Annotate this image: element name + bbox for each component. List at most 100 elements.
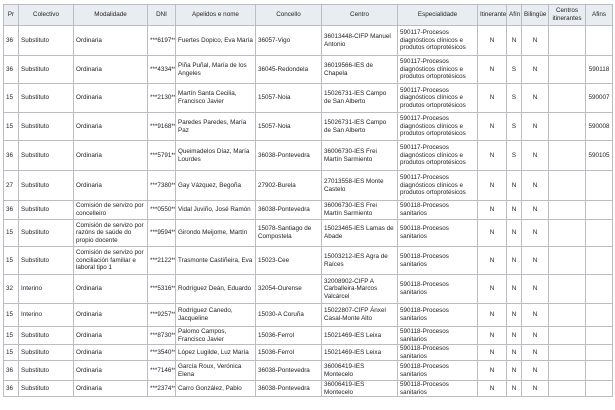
cell-bilingue: N <box>521 246 549 275</box>
cell-itinerante: N <box>477 360 507 382</box>
cell-centros-itinerantes <box>548 326 586 345</box>
cell-centros-itinerantes <box>548 343 586 362</box>
cell-especialidade: 590118-Procesos sanitarios <box>397 274 478 304</box>
cell-centros-itinerantes <box>548 112 586 141</box>
cell-concello: 27902-Burela <box>255 170 322 201</box>
cell-apelidos-nome: Trasmonte Castiñeira, Eva <box>175 246 256 275</box>
cell-concello: 36045-Redondela <box>255 55 322 84</box>
cell-centros-itinerantes <box>548 200 586 220</box>
cell-dni: ***0550** <box>147 200 176 220</box>
cell-bilingue: N <box>521 343 549 362</box>
cell-especialidade: 590118-Procesos sanitarios <box>397 246 478 275</box>
cell-afins: 590007 <box>585 83 613 113</box>
cell-modalidade: Comisión de servizo por concelleiro <box>73 200 148 220</box>
cell-modalidade: Ordinaria <box>73 303 148 327</box>
cell-bilingue: N <box>521 303 549 327</box>
cell-centro: 36006419-IES Montecelo <box>321 380 398 398</box>
cell-bilingue: N <box>521 219 549 247</box>
cell-itinerante: N <box>477 140 507 171</box>
cell-itinerante: N <box>477 83 507 113</box>
table-row: 15 Interino Ordinaria ***9257** Rodríguez Ca… <box>3 303 613 327</box>
cell-afin: N <box>506 343 522 362</box>
cell-concello: 36038-Pontevedra <box>255 140 322 171</box>
cell-centros-itinerantes <box>548 303 586 327</box>
cell-afins <box>585 246 613 275</box>
cell-colectivo: Substituto <box>18 112 74 141</box>
cell-modalidade: Ordinaria <box>73 25 148 56</box>
cell-pr: 36 <box>3 55 19 84</box>
cell-centros-itinerantes <box>548 246 586 275</box>
cell-afin: N <box>506 170 522 201</box>
table-row: 36 Substituto Ordinaria ***4334** Piña Puñal… <box>3 55 613 84</box>
cell-itinerante: N <box>477 326 507 345</box>
cell-afin: N <box>506 380 522 398</box>
cell-pr: 36 <box>3 200 19 220</box>
cell-afins <box>585 343 613 362</box>
cell-itinerante: N <box>477 25 507 56</box>
cell-especialidade: 590117-Procesos diagnósticos clínicos e … <box>397 140 478 171</box>
cell-centro: 15021469-IES Leixa <box>321 343 398 362</box>
cell-centros-itinerantes <box>548 360 586 382</box>
cell-afin: N <box>506 25 522 56</box>
cell-concello: 36057-Vigo <box>255 25 322 56</box>
cell-colectivo: Substituto <box>18 83 74 113</box>
cell-centro: 15021469-IES Leixa <box>321 326 398 345</box>
cell-centros-itinerantes <box>548 83 586 113</box>
table-row: 27 Substituto Ordinaria ***7380** Gay Vázque… <box>3 170 613 201</box>
table-row: 32 Interino Ordinaria ***5316** Rodríguez De… <box>3 274 613 304</box>
cell-modalidade: Ordinaria <box>73 380 148 398</box>
cell-concello: 15036-Ferrol <box>255 326 322 345</box>
cell-centros-itinerantes <box>548 140 586 171</box>
table-row: 15 Substituto Comisión de servizo por conc… <box>3 246 613 275</box>
cell-apelidos-nome: Vidal Juviño, José Ramón <box>175 200 256 220</box>
table-row: 15 Substituto Ordinaria ***3540** López Lugi… <box>3 343 613 362</box>
cell-afin: S <box>506 83 522 113</box>
cell-centro: 36013448-CIFP Manuel Antonio <box>321 25 398 56</box>
cell-concello: 32054-Ourense <box>255 274 322 304</box>
cell-modalidade: Ordinaria <box>73 112 148 141</box>
cell-centros-itinerantes <box>548 170 586 201</box>
column-header-especialidade: Especialidade <box>397 4 478 26</box>
cell-dni: ***2130** <box>147 83 176 113</box>
cell-bilingue: N <box>521 55 549 84</box>
cell-afins <box>585 25 613 56</box>
cell-afin: N <box>506 326 522 345</box>
cell-itinerante: N <box>477 246 507 275</box>
cell-concello: 36038-Pontevedra <box>255 380 322 398</box>
cell-bilingue: N <box>521 360 549 382</box>
column-header-colectivo: Colectivo <box>18 4 74 26</box>
cell-pr: 36 <box>3 360 19 382</box>
cell-centro: 15022807-CIFP Ánxel Casal-Monte Alto <box>321 303 398 327</box>
cell-especialidade: 590117-Procesos diagnósticos clínicos e … <box>397 55 478 84</box>
cell-afins <box>585 360 613 382</box>
cell-concello: 15057-Noia <box>255 83 322 113</box>
assignments-table: Pr Colectivo Modalidade DNI Apelidos e nome C… <box>3 4 613 398</box>
column-header-itinerante: Itinerante <box>477 4 507 26</box>
cell-afins <box>585 380 613 398</box>
cell-centro: 15003212-IES Agra de Raíces <box>321 246 398 275</box>
cell-modalidade: Ordinaria <box>73 343 148 362</box>
cell-pr: 36 <box>3 25 19 56</box>
cell-centro: 27013558-IES Monte Castelo <box>321 170 398 201</box>
cell-concello: 15057-Noia <box>255 112 322 141</box>
cell-dni: ***6197** <box>147 25 176 56</box>
cell-bilingue: N <box>521 274 549 304</box>
cell-centro: 36006730-IES Frei Martín Sarmiento <box>321 200 398 220</box>
cell-itinerante: N <box>477 200 507 220</box>
cell-itinerante: N <box>477 170 507 201</box>
cell-colectivo: Substituto <box>18 343 74 362</box>
table-row: 15 Substituto Ordinaria ***8730** Palomo Cam… <box>3 326 613 345</box>
cell-pr: 32 <box>3 274 19 304</box>
cell-apelidos-nome: Piña Puñal, María de los Angeles <box>175 55 256 84</box>
cell-modalidade: Ordinaria <box>73 274 148 304</box>
cell-pr: 15 <box>3 343 19 362</box>
cell-centro: 36006419-IES Montecelo <box>321 360 398 382</box>
cell-pr: 15 <box>3 219 19 247</box>
cell-apelidos-nome: Palomo Campos, Francisco Javier <box>175 326 256 345</box>
cell-afin: N <box>506 219 522 247</box>
cell-colectivo: Substituto <box>18 246 74 275</box>
cell-dni: ***9168** <box>147 112 176 141</box>
cell-bilingue: N <box>521 83 549 113</box>
cell-apelidos-nome: García Roux, Verónica Elena <box>175 360 256 382</box>
cell-apelidos-nome: Martín Santa Cecilia, Francisco Javier <box>175 83 256 113</box>
